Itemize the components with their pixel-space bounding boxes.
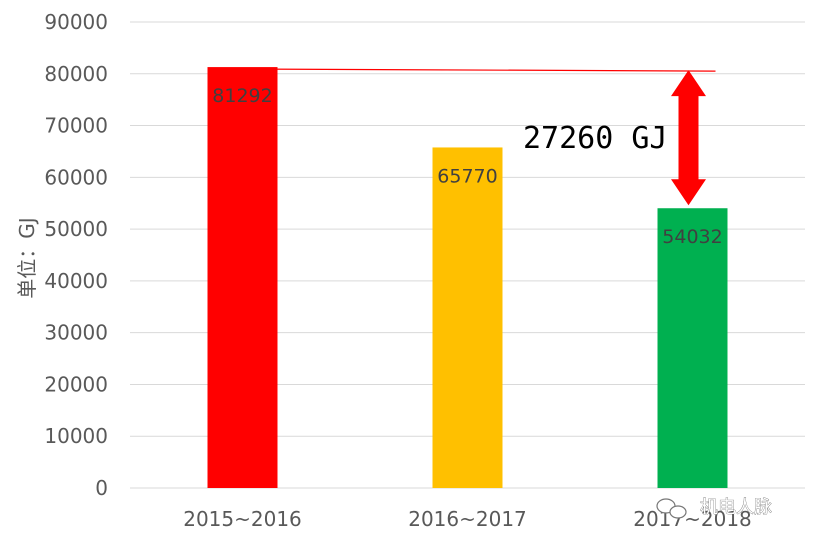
bar-2017~2018 (657, 208, 728, 488)
reference-line (267, 68, 716, 72)
double-arrow (671, 70, 706, 206)
watermark-text: 机电人脉 (700, 497, 772, 518)
wechat-icon (656, 498, 687, 519)
x-category-label: 2017~2018 (633, 507, 752, 531)
x-category-label: 2016~2017 (408, 507, 527, 531)
x-axis-categories: 2015~2016 2016~2017 2017~2018 (183, 507, 752, 531)
y-axis-label: 单位：GJ (15, 217, 39, 298)
y-tick-label: 50000 (44, 217, 108, 241)
data-labels: 81292 65770 54032 (212, 85, 722, 248)
watermark: 机电人脉 (656, 497, 772, 519)
y-tick-label: 30000 (44, 321, 108, 345)
difference-annotation (267, 68, 716, 206)
x-category-label: 2015~2016 (183, 507, 302, 531)
data-label: 81292 (212, 85, 272, 107)
y-tick-label: 10000 (44, 424, 108, 448)
y-tick-label: 40000 (44, 269, 108, 293)
y-axis-ticks: 0 10000 20000 30000 40000 50000 60000 70000 8000… (44, 10, 108, 500)
bars (207, 67, 728, 489)
bar-2015~2016 (207, 67, 278, 489)
y-tick-label: 90000 (44, 10, 108, 34)
bar-2016~2017 (432, 147, 503, 488)
y-tick-label: 70000 (44, 114, 108, 138)
y-tick-label: 60000 (44, 165, 108, 189)
y-tick-label: 80000 (44, 62, 108, 86)
data-label: 54032 (662, 226, 722, 248)
difference-label: 27260 GJ (523, 121, 668, 156)
data-label: 65770 (437, 165, 497, 187)
y-tick-label: 20000 (44, 372, 108, 396)
y-tick-label: 0 (95, 476, 108, 500)
